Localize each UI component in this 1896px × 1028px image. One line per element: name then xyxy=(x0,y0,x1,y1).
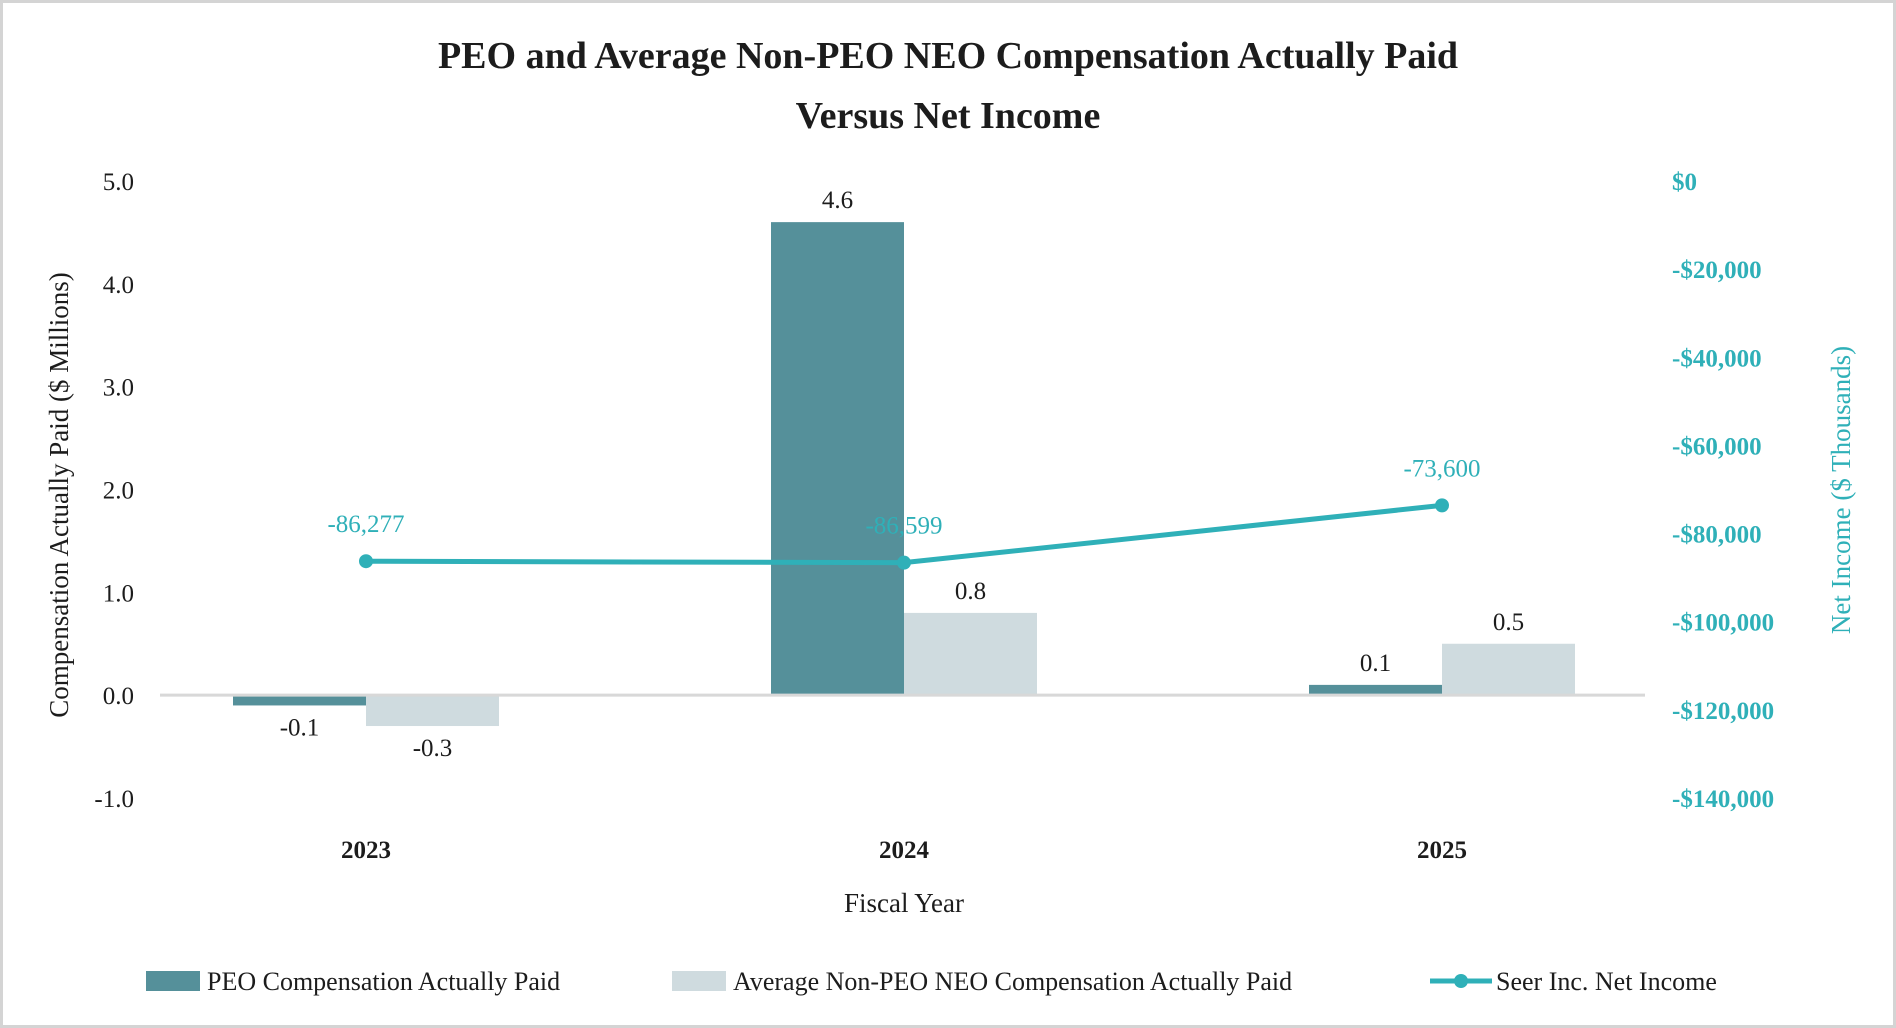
line-point xyxy=(897,555,911,570)
bar-data-label: 0.8 xyxy=(955,578,986,605)
bar-data-label: 0.1 xyxy=(1360,650,1391,677)
y-tick-label-left: 1.0 xyxy=(103,580,134,607)
y-axis-title-right: Net Income ($ Thousands) xyxy=(1826,346,1856,634)
legend-swatch xyxy=(672,971,726,991)
bar-data-label: -0.1 xyxy=(280,714,320,741)
line-series-group: -86,277 -86,599 -73,600 xyxy=(327,455,1481,570)
bar xyxy=(1442,643,1575,696)
x-tick-label: 2023 xyxy=(341,837,391,864)
bar xyxy=(366,695,499,727)
legend-label: Seer Inc. Net Income xyxy=(1496,967,1717,996)
line-point xyxy=(359,554,373,569)
legend-line-marker xyxy=(1454,974,1468,988)
bar xyxy=(233,695,366,706)
bar xyxy=(1309,684,1442,696)
line-data-label: -86,277 xyxy=(327,511,404,538)
y-tick-label-left: 0.0 xyxy=(103,683,134,710)
bar xyxy=(771,222,904,696)
legend: PEO Compensation Actually Paid Average No… xyxy=(146,967,1717,996)
y-tick-label-right: -$80,000 xyxy=(1672,522,1762,549)
line-data-label: -86,599 xyxy=(865,513,942,540)
line-data-label: -73,600 xyxy=(1403,455,1480,482)
y-tick-label-right: $0 xyxy=(1672,169,1697,196)
y-tick-label-right: -$40,000 xyxy=(1672,345,1762,372)
x-tick-label: 2024 xyxy=(879,837,930,864)
line-point xyxy=(1435,498,1449,513)
x-axis: 2023 2024 2025 xyxy=(341,837,1467,864)
y-tick-label-left: -1.0 xyxy=(94,786,134,813)
y-axis-right: $0 -$20,000 -$40,000 -$60,000 -$80,000 -$100,… xyxy=(1672,169,1774,813)
x-axis-title: Fiscal Year xyxy=(844,888,964,918)
y-axis-title-left: Compensation Actually Paid ($ Millions) xyxy=(44,272,74,717)
y-tick-label-right: -$140,000 xyxy=(1672,786,1774,813)
bar-data-label: -0.3 xyxy=(413,735,453,762)
bar-group: -0.1 4.6 0.1 -0.3 0.8 0.5 xyxy=(233,187,1575,762)
legend-swatch xyxy=(146,971,200,991)
y-tick-label-right: -$20,000 xyxy=(1672,257,1762,284)
bar xyxy=(904,612,1037,696)
bar-data-label: 0.5 xyxy=(1493,609,1524,636)
y-tick-label-right: -$100,000 xyxy=(1672,610,1774,637)
legend-label: PEO Compensation Actually Paid xyxy=(207,967,560,996)
legend-label: Average Non-PEO NEO Compensation Actuall… xyxy=(733,967,1292,996)
chart-title-line-1: PEO and Average Non-PEO NEO Compensation… xyxy=(438,35,1458,77)
y-tick-label-left: 4.0 xyxy=(103,272,134,299)
y-tick-label-right: -$120,000 xyxy=(1672,698,1774,725)
y-tick-label-left: 2.0 xyxy=(103,478,134,505)
chart-title-line-2: Versus Net Income xyxy=(796,95,1101,137)
bar-data-label: 4.6 xyxy=(822,187,853,214)
y-tick-label-left: 3.0 xyxy=(103,375,134,402)
x-tick-label: 2025 xyxy=(1417,837,1467,864)
y-tick-label-left: 5.0 xyxy=(103,169,134,196)
y-axis-left: 5.0 4.0 3.0 2.0 1.0 0.0 -1.0 xyxy=(94,169,134,813)
y-tick-label-right: -$60,000 xyxy=(1672,433,1762,460)
